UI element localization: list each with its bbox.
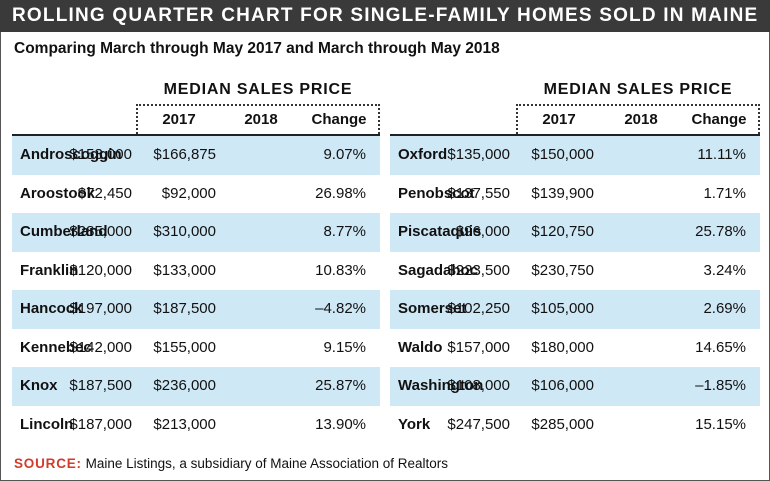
price-2018: $155,000: [153, 338, 216, 356]
table-body: Oxford $135,000 $150,000 11.11% Penobscot $13…: [390, 136, 760, 444]
chart-subtitle: Comparing March through May 2017 and Mar…: [14, 40, 500, 57]
county-name: Lincoln: [20, 415, 74, 433]
price-2018: $139,900: [531, 184, 594, 202]
price-2018: $105,000: [531, 300, 594, 317]
county-name: Waldo: [398, 338, 443, 356]
table-row: Lincoln $187,000 $213,000 13.90%: [12, 406, 380, 445]
county-name: Somerset: [398, 300, 467, 317]
price-2017: $137,550: [447, 184, 510, 202]
county-name: Oxford: [398, 146, 448, 163]
county-name: Aroostook: [20, 184, 95, 202]
percent-change: 3.24%: [703, 261, 746, 279]
price-2018: $236,000: [153, 377, 216, 394]
percent-change: 11.11%: [697, 146, 746, 163]
column-header-2017: 2017: [162, 111, 196, 128]
table-row: Oxford $135,000 $150,000 11.11%: [390, 136, 760, 175]
percent-change: 8.77%: [323, 223, 366, 240]
group-title: MEDIAN SALES PRICE: [163, 81, 353, 98]
percent-change: –1.85%: [695, 377, 746, 394]
percent-change: 25.78%: [695, 223, 746, 240]
price-2017: $72,450: [77, 184, 132, 202]
table-row: Knox $187,500 $236,000 25.87%: [12, 367, 380, 406]
price-2018: $150,000: [531, 146, 594, 163]
column-header-2018: 2018: [624, 111, 658, 128]
price-2017: $96,000: [455, 223, 510, 240]
percent-change: 15.15%: [695, 415, 746, 433]
price-2018: $180,000: [531, 338, 594, 356]
price-2018: $120,750: [531, 223, 594, 240]
price-2017: $223,500: [447, 261, 510, 279]
column-header: 2017 2018 Change: [516, 104, 760, 134]
column-header-change: Change: [691, 111, 747, 128]
percent-change: 2.69%: [703, 300, 746, 317]
table-body: Androscoggin $153,000 $166,875 9.07% Aroosto…: [12, 136, 380, 444]
price-2018: $213,000: [153, 415, 216, 433]
header-rule: [390, 134, 760, 136]
county-name: Piscataquis: [398, 223, 482, 240]
source-label: SOURCE:: [14, 456, 82, 471]
price-2017: $108,000: [447, 377, 510, 394]
county-name: York: [398, 415, 431, 433]
column-header-2017: 2017: [542, 111, 576, 128]
chart-title: ROLLING QUARTER CHART FOR SINGLE-FAMILY …: [0, 0, 770, 32]
county-name: Penobscot: [398, 184, 475, 202]
price-2017: $135,000: [447, 146, 510, 163]
price-2017: $285,000: [69, 223, 132, 240]
county-name: Androscoggin: [20, 146, 122, 163]
table-row: Waldo $157,000 $180,000 14.65%: [390, 329, 760, 368]
percent-change: –4.82%: [315, 300, 366, 317]
percent-change: 25.87%: [315, 377, 366, 394]
percent-change: 10.83%: [315, 261, 366, 279]
table-row: Sagadahoc $223,500 $230,750 3.24%: [390, 252, 760, 291]
source-note: SOURCE: Maine Listings, a subsidiary of …: [14, 456, 448, 471]
price-2017: $102,250: [447, 300, 510, 317]
county-name: Hancock: [20, 300, 83, 317]
price-2018: $310,000: [153, 223, 216, 240]
table-row: Androscoggin $153,000 $166,875 9.07%: [12, 136, 380, 175]
table-row: Penobscot $137,550 $139,900 1.71%: [390, 175, 760, 214]
price-2018: $106,000: [531, 377, 594, 394]
price-2018: $166,875: [153, 146, 216, 163]
price-2018: $230,750: [531, 261, 594, 279]
column-header: 2017 2018 Change: [136, 104, 380, 134]
percent-change: 9.15%: [323, 338, 366, 356]
price-2017: $187,500: [69, 377, 132, 394]
county-name: Knox: [20, 377, 58, 394]
column-header-2018: 2018: [244, 111, 278, 128]
percent-change: 9.07%: [323, 146, 366, 163]
county-name: Sagadahoc: [398, 261, 479, 279]
table-row: Hancock $197,000 $187,500 –4.82%: [12, 290, 380, 329]
table-row: Piscataquis $96,000 $120,750 25.78%: [390, 213, 760, 252]
percent-change: 14.65%: [695, 338, 746, 356]
county-name: Franklin: [20, 261, 79, 279]
table-row: Franklin $120,000 $133,000 10.83%: [12, 252, 380, 291]
price-2018: $133,000: [153, 261, 216, 279]
price-2018: $285,000: [531, 415, 594, 433]
group-title: MEDIAN SALES PRICE: [543, 81, 733, 98]
price-2018: $187,500: [153, 300, 216, 317]
table-row: Aroostook $72,450 $92,000 26.98%: [12, 175, 380, 214]
table-row: Washington $108,000 $106,000 –1.85%: [390, 367, 760, 406]
price-2017: $157,000: [447, 338, 510, 356]
percent-change: 26.98%: [315, 184, 366, 202]
table-row: Kennebec $142,000 $155,000 9.15%: [12, 329, 380, 368]
column-header-change: Change: [311, 111, 367, 128]
county-name: Washington: [398, 377, 484, 394]
price-2017: $247,500: [447, 415, 510, 433]
price-2017: $120,000: [69, 261, 132, 279]
source-text: Maine Listings, a subsidiary of Maine As…: [85, 456, 449, 471]
price-2017: $153,000: [69, 146, 132, 163]
percent-change: 1.71%: [703, 184, 746, 202]
price-2018: $92,000: [161, 184, 216, 202]
price-2017: $142,000: [69, 338, 132, 356]
price-2017: $187,000: [69, 415, 132, 433]
table-row: York $247,500 $285,000 15.15%: [390, 406, 760, 445]
table-row: Cumberland $285,000 $310,000 8.77%: [12, 213, 380, 252]
table-row: Somerset $102,250 $105,000 2.69%: [390, 290, 760, 329]
header-rule: [12, 134, 380, 136]
county-name: Cumberland: [20, 223, 108, 240]
percent-change: 13.90%: [315, 415, 366, 433]
county-name: Kennebec: [20, 338, 92, 356]
price-2017: $197,000: [69, 300, 132, 317]
